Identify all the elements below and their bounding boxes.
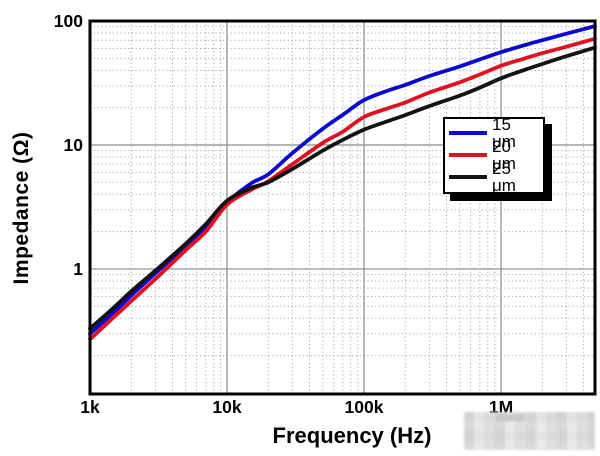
legend-item-25um: 25 μm (449, 160, 539, 194)
series-curve-2 (88, 45, 597, 331)
legend-line-15um-icon (449, 131, 487, 135)
legend-item-15um: 15 μm (449, 116, 539, 150)
legend-item-20um: 20 μm (449, 138, 539, 172)
x-tick-label: 10k (212, 397, 241, 417)
y-tick-label: 1 (73, 259, 83, 279)
legend-line-25um-icon (449, 175, 487, 179)
y-axis-title: Impedance (Ω) (10, 131, 33, 285)
legend-label-25um: 25 μm (492, 159, 516, 195)
x-tick-label: 1k (80, 397, 100, 417)
y-tick-label: 100 (54, 11, 83, 31)
x-tick-label: 100k (345, 397, 384, 417)
watermark-blurred (464, 412, 595, 450)
x-axis-title: Frequency (Hz) (272, 423, 432, 448)
legend-label-15um: 15 μm (492, 115, 516, 151)
legend: 15 μm 20 μm 25 μm (443, 116, 545, 194)
plot-frame (88, 19, 597, 396)
legend-line-20um-icon (449, 153, 487, 157)
y-tick-label: 10 (64, 135, 84, 155)
legend-label-20um: 20 μm (492, 137, 516, 173)
series-curve-1 (88, 36, 597, 342)
